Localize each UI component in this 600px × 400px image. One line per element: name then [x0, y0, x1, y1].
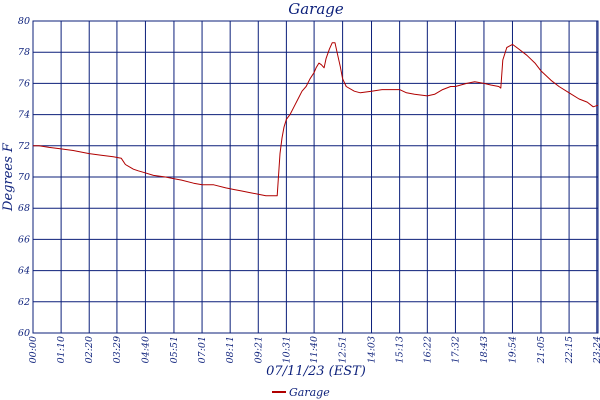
legend-label-garage: Garage	[289, 386, 330, 399]
y-tick-label: 80	[18, 16, 30, 27]
y-tick-label: 72	[18, 141, 30, 152]
series-line-garage	[33, 42, 599, 197]
x-tick-labels: 00:00 01:10 02:20 03:29 04:40 05:51 07:01 08:11…	[28, 336, 600, 364]
x-tick-label: 00:00	[28, 336, 39, 363]
plot-frame	[32, 20, 599, 334]
y-tick-labels: 60 62 64 66 68 70 72 74 76 78 80	[18, 16, 30, 339]
y-tick-label: 64	[18, 266, 30, 277]
x-tick-label: 12:51	[338, 336, 349, 363]
grid-lines	[32, 20, 598, 334]
x-tick-label: 09:21	[253, 336, 264, 363]
x-tick-label: 21:05	[536, 336, 547, 364]
x-tick-label: 19:54	[507, 336, 518, 363]
y-axis-label: Degrees F	[1, 142, 16, 212]
x-tick-label: 04:40	[140, 336, 151, 363]
y-tick-label: 74	[18, 110, 30, 121]
x-tick-label: 14:03	[367, 336, 378, 363]
y-tick-label: 60	[18, 328, 30, 339]
x-tick-label: 15:13	[395, 336, 406, 363]
x-tick-label: 16:22	[422, 336, 433, 363]
y-tick-label: 70	[18, 172, 30, 183]
y-tick-label: 62	[18, 297, 30, 308]
x-tick-label: 11:40	[309, 336, 320, 363]
x-tick-label: 18:43	[479, 336, 490, 363]
x-tick-label: 05:51	[169, 336, 180, 363]
y-tick-label: 66	[18, 234, 30, 245]
x-tick-label: 02:20	[84, 336, 95, 363]
x-tick-label: 08:11	[225, 336, 236, 363]
y-tick-label: 76	[18, 78, 30, 89]
x-tick-label: 17:32	[450, 336, 461, 363]
x-tick-label: 07:01	[197, 336, 208, 363]
series-layer	[33, 42, 599, 197]
y-tick-label: 68	[18, 203, 30, 214]
x-tick-label: 23:24	[592, 336, 600, 364]
y-tick-label: 78	[18, 47, 30, 58]
x-tick-label: 10:31	[281, 336, 292, 363]
legend: Garage	[272, 386, 330, 399]
x-tick-label: 01:10	[56, 336, 67, 363]
chart-title: Garage	[288, 0, 344, 18]
x-tick-label: 03:29	[112, 336, 123, 363]
x-axis-label: 07/11/23 (EST)	[266, 364, 366, 379]
x-tick-label: 22:15	[564, 336, 575, 364]
